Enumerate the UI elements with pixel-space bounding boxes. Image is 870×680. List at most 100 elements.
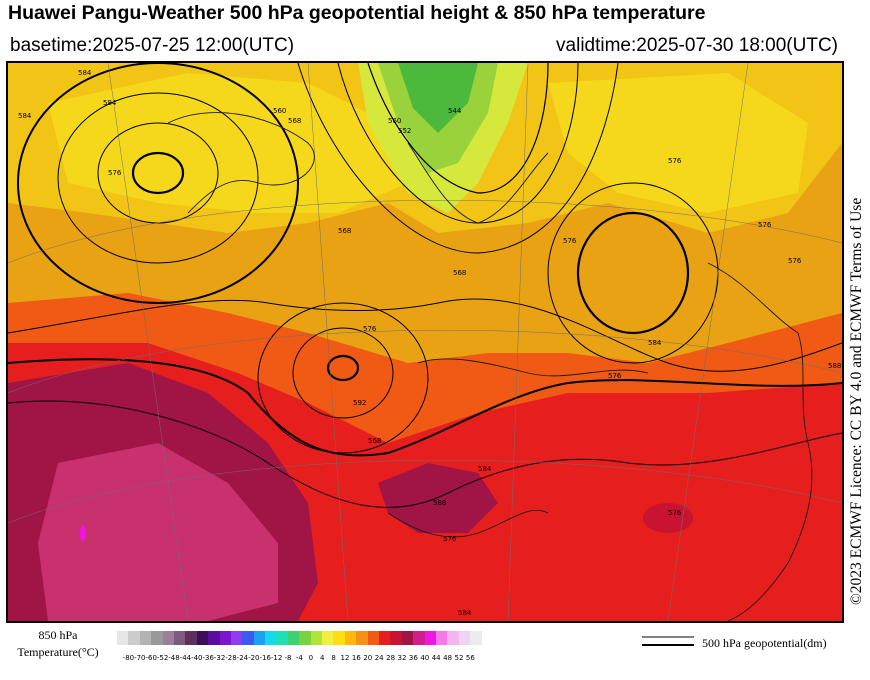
- colorbar-tick-label: 4: [320, 654, 324, 662]
- colorbar-tick-label: -70: [134, 654, 145, 662]
- colorbar-tick-label: -48: [168, 654, 179, 662]
- colorbar-swatch: [390, 631, 401, 645]
- colorbar-tick-label: 36: [409, 654, 418, 662]
- colorbar-tick-label: -8: [285, 654, 292, 662]
- colorbar-swatch: [288, 631, 299, 645]
- colorbar-swatch: [459, 631, 470, 645]
- colorbar-tick-label: -24: [237, 654, 248, 662]
- contour-label: 576: [608, 372, 622, 380]
- contour-label: 576: [443, 535, 457, 543]
- colorbar-tick-label: -40: [191, 654, 202, 662]
- colorbar-swatch: [185, 631, 196, 645]
- contour-label: 584: [103, 99, 117, 107]
- temperature-region-32c-east: [643, 503, 693, 533]
- colorbar-tick-label: 0: [309, 654, 313, 662]
- contour-label: 576: [668, 157, 682, 165]
- contour-label: 584: [648, 339, 662, 347]
- contour-label: 576: [563, 237, 577, 245]
- colorbar-title: 850 hPa Temperature(°C): [8, 627, 108, 661]
- contour-label: 588: [433, 499, 446, 507]
- contour-label: 560: [388, 117, 401, 125]
- colorbar-tick-label: 32: [398, 654, 407, 662]
- colorbar-tick-label: -16: [259, 654, 270, 662]
- contour-label: 576: [758, 221, 772, 229]
- colorbar-swatch: [220, 631, 231, 645]
- contour-label: 568: [288, 117, 301, 125]
- colorbar-swatch: [413, 631, 424, 645]
- colorbar-swatch: [368, 631, 379, 645]
- colorbar-swatch: [174, 631, 185, 645]
- basetime-label: basetime:2025-07-25 12:00(UTC): [10, 35, 294, 57]
- colorbar-tick-label: 12: [341, 654, 350, 662]
- contour-label: 576: [668, 509, 682, 517]
- colorbar-title-line2: Temperature(°C): [8, 644, 108, 661]
- contour-label: 576: [363, 325, 377, 333]
- colorbar-tick-label: 56: [466, 654, 475, 662]
- colorbar-swatch: [470, 631, 481, 645]
- colorbar-tick-label: 40: [420, 654, 429, 662]
- colorbar-swatch: [242, 631, 253, 645]
- contour-label: 588: [828, 362, 841, 370]
- colorbar-swatch: [425, 631, 436, 645]
- colorbar-tick-label: 20: [363, 654, 372, 662]
- colorbar-tick-label: 48: [443, 654, 452, 662]
- colorbar-tick-label: -44: [180, 654, 191, 662]
- contour-label: 576: [108, 169, 122, 177]
- colorbar-swatch: [140, 631, 151, 645]
- colorbar-swatch: [299, 631, 310, 645]
- colorbar-tick-label: -60: [145, 654, 156, 662]
- colorbar-tick-label: 16: [352, 654, 361, 662]
- colorbar-tick-label: -12: [271, 654, 282, 662]
- geopotential-legend-label: 500 hPa geopotential(dm): [702, 636, 827, 651]
- colorbar-swatch: [163, 631, 174, 645]
- colorbar-swatch: [447, 631, 458, 645]
- colorbar-swatch: [333, 631, 344, 645]
- contour-label: 584: [458, 609, 472, 617]
- weather-map[interactable]: 584 584 576 568 560 576 576 568 544 552 …: [6, 61, 844, 623]
- map-canvas: 584 584 576 568 560 576 576 568 544 552 …: [8, 63, 842, 621]
- validtime-label: validtime:2025-07-30 18:00(UTC): [556, 35, 838, 57]
- colorbar-tick-label: -28: [225, 654, 236, 662]
- licence-text: ©2023 ECMWF Licence: CC BY 4.0 and ECMWF…: [848, 65, 866, 605]
- colorbar-swatch: [197, 631, 208, 645]
- contour-label: 552: [398, 127, 411, 135]
- contour-label: 544: [448, 107, 462, 115]
- colorbar-swatch: [402, 631, 413, 645]
- colorbar-tick-label: 28: [386, 654, 395, 662]
- colorbar-tick-label: -32: [214, 654, 225, 662]
- contour-label: 560: [273, 107, 286, 115]
- colorbar-swatch: [311, 631, 322, 645]
- contour-label: 592: [353, 399, 366, 407]
- colorbar-swatch: [436, 631, 447, 645]
- colorbar-swatch: [117, 631, 128, 645]
- contour-label: 568: [368, 437, 381, 445]
- temperature-colorbar: [117, 631, 482, 645]
- colorbar-tick-label: 52: [455, 654, 464, 662]
- temperature-region-40c: [80, 525, 86, 541]
- colorbar-tick-label: -36: [202, 654, 213, 662]
- colorbar-tick-label: -20: [248, 654, 259, 662]
- colorbar-tick-label: -80: [123, 654, 134, 662]
- colorbar-swatch: [231, 631, 242, 645]
- contour-label: 584: [478, 465, 492, 473]
- colorbar-swatch: [379, 631, 390, 645]
- contour-label: 584: [18, 112, 32, 120]
- colorbar-swatch: [208, 631, 219, 645]
- contour-label: 584: [78, 69, 92, 77]
- contour-label: 576: [788, 257, 802, 265]
- colorbar-tick-label: 8: [331, 654, 335, 662]
- colorbar-swatch: [276, 631, 287, 645]
- colorbar-swatch: [151, 631, 162, 645]
- colorbar-swatch: [322, 631, 333, 645]
- colorbar-swatch: [356, 631, 367, 645]
- colorbar-swatch: [128, 631, 139, 645]
- colorbar-tick-label: -52: [157, 654, 168, 662]
- legend-line-icon: [640, 634, 696, 650]
- colorbar-tick-label: 44: [432, 654, 441, 662]
- contour-label: 568: [453, 269, 466, 277]
- geopotential-legend-symbol: [640, 634, 696, 650]
- contour-label: 568: [338, 227, 351, 235]
- colorbar-title-line1: 850 hPa: [8, 627, 108, 644]
- temperature-fill: [8, 63, 842, 621]
- colorbar-tick-label: 24: [375, 654, 384, 662]
